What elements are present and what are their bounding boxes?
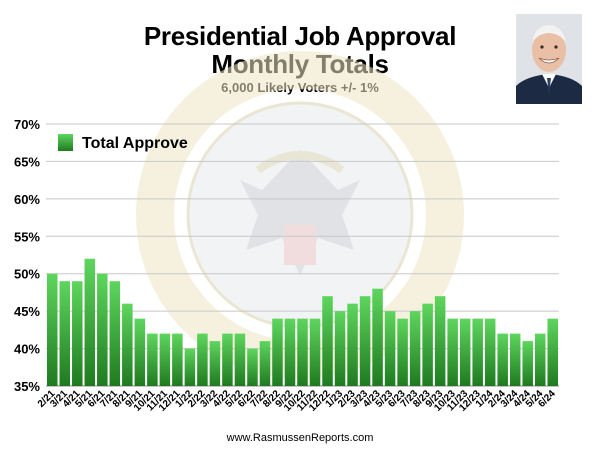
y-tick-label: 55%	[14, 229, 40, 244]
bar-10-21	[147, 333, 158, 386]
bar-2-22	[197, 333, 208, 386]
presidential-seal-watermark	[136, 51, 464, 379]
y-tick-label: 60%	[14, 192, 40, 207]
bar-11-21	[159, 333, 171, 386]
bar-8-23	[422, 303, 433, 386]
bar-9-21	[134, 318, 146, 386]
president-portrait-icon	[516, 14, 582, 104]
bar-7-22	[259, 341, 271, 386]
bar-9-22	[284, 318, 296, 386]
bar-6-22	[247, 348, 258, 386]
bar-9-23	[434, 296, 446, 386]
bar-8-22	[272, 318, 283, 386]
legend-swatch	[58, 134, 73, 151]
bar-3-22	[209, 341, 221, 386]
bar-6-23	[397, 318, 408, 386]
bar-5-22	[234, 333, 246, 386]
bar-5-23	[384, 311, 396, 386]
bar-6-21	[97, 273, 108, 386]
bar-3-23	[359, 296, 371, 386]
bar-11-23	[459, 318, 471, 386]
bar-8-21	[122, 303, 133, 386]
bar-6-24	[547, 318, 558, 386]
bar-1-24	[484, 318, 496, 386]
bar-2-23	[347, 303, 358, 386]
source-link[interactable]: www.RasmussenReports.com	[226, 432, 374, 444]
bar-5-24	[534, 333, 546, 386]
y-tick-label: 70%	[14, 117, 40, 132]
bar-3-24	[509, 333, 521, 386]
bar-11-22	[309, 318, 321, 386]
y-tick-label: 40%	[14, 342, 40, 357]
bar-12-21	[172, 333, 183, 386]
y-tick-label: 45%	[14, 304, 40, 319]
bar-7-21	[109, 281, 121, 386]
bar-4-23	[372, 288, 383, 386]
bar-1-23	[334, 311, 346, 386]
bar-7-23	[409, 311, 421, 386]
bar-4-21	[72, 281, 83, 386]
bar-4-24	[522, 341, 533, 386]
y-tick-label: 50%	[14, 267, 40, 282]
bar-2-21	[47, 273, 58, 386]
bar-12-23	[472, 318, 483, 386]
bar-10-22	[297, 318, 308, 386]
y-tick-label: 35%	[14, 379, 40, 394]
chart-title-line1: Presidential Job Approval	[143, 21, 457, 51]
bar-5-21	[84, 258, 96, 386]
bar-12-22	[322, 296, 333, 386]
bar-2-24	[497, 333, 508, 386]
bar-4-22	[222, 333, 233, 386]
bar-10-23	[447, 318, 458, 386]
y-tick-label: 65%	[14, 154, 40, 169]
bar-3-21	[59, 281, 71, 386]
bar-1-22	[184, 348, 196, 386]
legend-entry: Total Approve	[82, 135, 188, 152]
